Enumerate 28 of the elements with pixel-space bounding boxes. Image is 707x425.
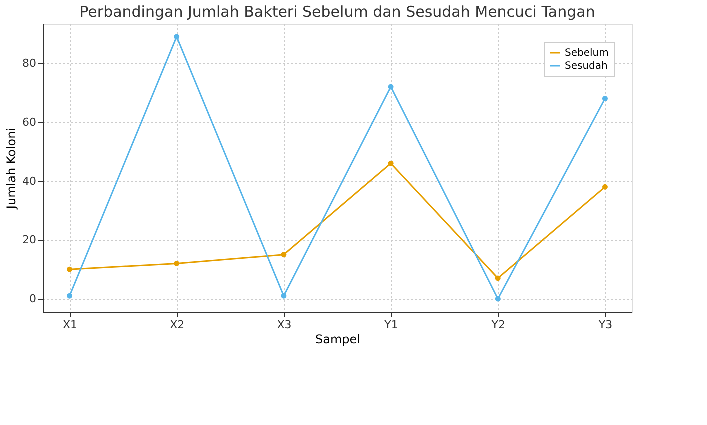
point [388, 84, 394, 90]
point [281, 252, 287, 258]
legend-label: Sebelum [565, 48, 609, 59]
legend-label: Sesudah [565, 61, 608, 72]
point [602, 184, 608, 190]
y-tick-label: 80 [22, 56, 36, 70]
x-tick-label: Y3 [598, 318, 613, 332]
x-tick-label: Y2 [490, 318, 506, 332]
point [388, 160, 394, 166]
x-tick-label: X2 [170, 318, 185, 332]
point [602, 96, 608, 102]
x-tick-label: X1 [63, 318, 78, 332]
point [281, 293, 287, 299]
point [495, 296, 501, 302]
point [174, 34, 180, 40]
x-tick-label: X3 [277, 318, 292, 332]
y-tick-label: 0 [30, 292, 36, 306]
point [174, 260, 180, 266]
point [495, 276, 501, 282]
y-tick-label: 40 [22, 174, 36, 188]
y-axis-title: Jumlah Koloni [4, 128, 19, 210]
point [67, 266, 73, 272]
chart-title: Perbandingan Jumlah Bakteri Sebelum dan Sesudah Mencuci Tangan [80, 3, 596, 21]
y-tick-label: 20 [22, 234, 36, 247]
x-axis-title: Sampel [316, 332, 360, 346]
x-tick-label: Y1 [384, 318, 398, 332]
point [67, 293, 73, 299]
y-tick-label: 60 [22, 116, 36, 129]
